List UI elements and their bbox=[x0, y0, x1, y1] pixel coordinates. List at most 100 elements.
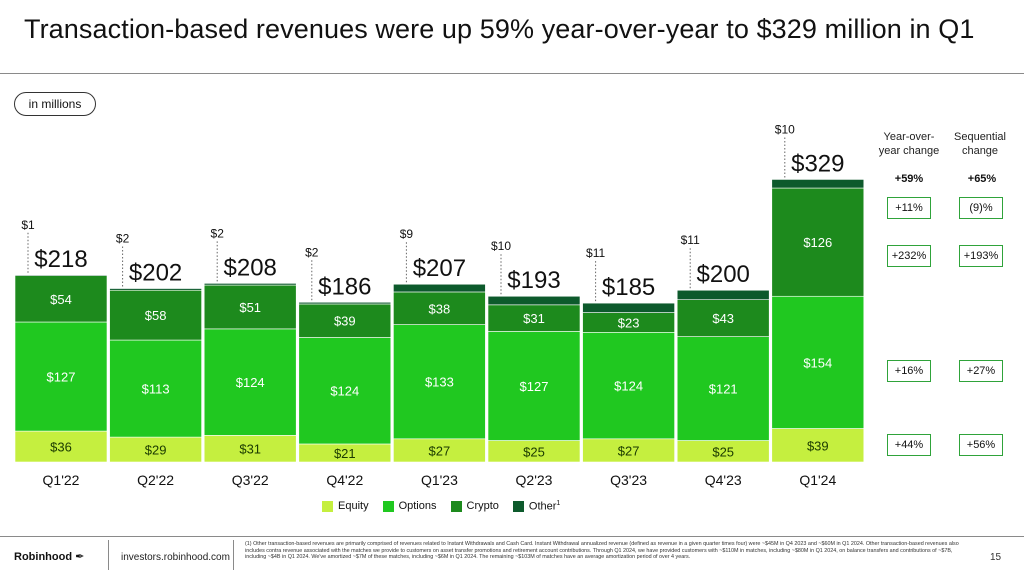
category-tick-label: Q2'22 bbox=[137, 472, 174, 488]
other-value-label: $2 bbox=[116, 232, 130, 246]
segment-value-label: $127 bbox=[47, 370, 76, 385]
yoy-change-crypto: +232% bbox=[887, 245, 931, 267]
seq-header: Sequential change bbox=[954, 131, 1006, 157]
segment-value-label: $39 bbox=[807, 438, 829, 453]
legend-swatch-options bbox=[382, 500, 394, 512]
total-value-label: $208 bbox=[224, 254, 277, 281]
category-tick-label: Q3'23 bbox=[610, 472, 647, 488]
logo-text: Robinhood bbox=[14, 551, 73, 563]
bar-segment-crypto bbox=[393, 291, 486, 325]
segment-value-label: $31 bbox=[523, 311, 545, 326]
bar-segment-other bbox=[676, 289, 770, 300]
bar-segment-crypto bbox=[298, 303, 392, 338]
bar-segment-other bbox=[393, 283, 486, 293]
legend-label-options: Options bbox=[398, 500, 437, 513]
segment-value-label: $126 bbox=[803, 235, 832, 250]
total-value-label: $202 bbox=[129, 260, 182, 287]
bar-segment-options bbox=[14, 321, 108, 432]
other-value-label: $1 bbox=[21, 218, 35, 232]
total-value-label: $186 bbox=[318, 273, 371, 300]
segment-value-label: $21 bbox=[334, 446, 356, 461]
bar-segment-crypto bbox=[14, 275, 108, 323]
total-value-label: $200 bbox=[697, 261, 750, 288]
bar-segment-other bbox=[203, 283, 297, 286]
bar-segment-equity bbox=[771, 428, 865, 463]
segment-value-label: $27 bbox=[429, 443, 451, 458]
bar-segment-crypto bbox=[109, 289, 202, 341]
legend-item-equity: Equity bbox=[322, 500, 369, 513]
footnote-marker: 1 bbox=[556, 500, 561, 507]
segment-value-label: $121 bbox=[709, 382, 738, 397]
segment-value-label: $23 bbox=[618, 315, 640, 330]
footnote-text: (1) Other transaction-based revenues are… bbox=[245, 541, 959, 561]
segment-value-label: $25 bbox=[523, 444, 545, 459]
seq-change-equity: +56% bbox=[959, 434, 1003, 456]
page-number: 15 bbox=[990, 552, 1002, 563]
bar-segment-crypto bbox=[203, 284, 297, 330]
bar-segment-options bbox=[203, 328, 297, 436]
segment-value-label: $39 bbox=[334, 314, 356, 329]
legend-label-other: Other1 bbox=[529, 500, 560, 513]
footer-separator bbox=[108, 540, 109, 570]
segment-value-label: $31 bbox=[239, 442, 261, 457]
other-value-label: $11 bbox=[681, 233, 700, 247]
legend-label-equity: Equity bbox=[338, 500, 369, 513]
segment-value-label: $43 bbox=[712, 311, 734, 326]
robinhood-logo: Robinhood ✒ bbox=[14, 550, 84, 563]
legend-label-crypto: Crypto bbox=[466, 500, 499, 513]
legend-swatch-other bbox=[512, 500, 524, 512]
yoy-total-change: +59% bbox=[894, 173, 924, 185]
segment-value-label: $36 bbox=[50, 440, 72, 455]
yoy-header: Year-over-year change bbox=[878, 131, 940, 157]
category-tick-label: Q1'22 bbox=[43, 472, 80, 488]
legend-swatch-crypto bbox=[450, 500, 462, 512]
category-tick-label: Q2'23 bbox=[516, 472, 553, 488]
segment-value-label: $54 bbox=[50, 292, 72, 307]
segment-value-label: $124 bbox=[236, 375, 265, 390]
other-value-label: $2 bbox=[211, 226, 225, 240]
bar-segment-other bbox=[298, 301, 392, 305]
total-value-label: $218 bbox=[34, 246, 87, 273]
bar-segment-crypto bbox=[676, 299, 770, 337]
segment-value-label: $29 bbox=[145, 443, 167, 458]
bar-segment-crypto bbox=[771, 187, 865, 297]
bar-segment-options bbox=[298, 337, 392, 445]
total-value-label: $329 bbox=[791, 150, 844, 177]
legend-label-other-text: Other bbox=[528, 500, 557, 513]
other-value-label: $11 bbox=[586, 246, 605, 260]
segment-value-label: $124 bbox=[330, 384, 359, 399]
bar-segment-other bbox=[582, 302, 675, 313]
category-tick-label: Q4'23 bbox=[705, 472, 742, 488]
investor-site-link[interactable]: investors.robinhood.com bbox=[121, 552, 230, 563]
segment-value-label: $127 bbox=[520, 379, 549, 394]
feather-icon: ✒ bbox=[75, 551, 85, 563]
bar-segment-options bbox=[393, 324, 486, 440]
other-value-label: $10 bbox=[775, 122, 795, 136]
footer-divider bbox=[0, 536, 1024, 537]
title-divider bbox=[0, 73, 1024, 74]
yoy-change-options: +16% bbox=[887, 360, 931, 382]
category-tick-label: Q4'22 bbox=[326, 472, 363, 488]
bar-segment-options bbox=[487, 331, 581, 441]
units-badge: in millions bbox=[14, 92, 96, 116]
yoy-change-equity: +44% bbox=[887, 434, 931, 456]
other-value-label: $9 bbox=[400, 227, 414, 241]
category-tick-label: Q1'23 bbox=[421, 472, 458, 488]
seq-change-crypto: +193% bbox=[959, 245, 1003, 267]
segment-value-label: $154 bbox=[803, 355, 832, 370]
seq-change-options: +27% bbox=[959, 360, 1003, 382]
category-tick-label: Q1'24 bbox=[799, 472, 836, 488]
total-value-label: $185 bbox=[602, 274, 655, 301]
bar-segment-crypto bbox=[487, 304, 581, 332]
bar-segment-options bbox=[771, 295, 865, 429]
legend-item-other: Other1 bbox=[512, 500, 560, 513]
footer-separator bbox=[233, 540, 234, 570]
segment-value-label: $113 bbox=[142, 382, 170, 397]
total-value-label: $193 bbox=[507, 267, 560, 294]
segment-value-label: $25 bbox=[712, 444, 734, 459]
bar-segment-options bbox=[676, 336, 770, 441]
segment-value-label: $133 bbox=[425, 375, 454, 390]
bar-segment-equity bbox=[109, 436, 202, 463]
chart-legend: Equity Options Crypto Other1 bbox=[322, 500, 560, 513]
